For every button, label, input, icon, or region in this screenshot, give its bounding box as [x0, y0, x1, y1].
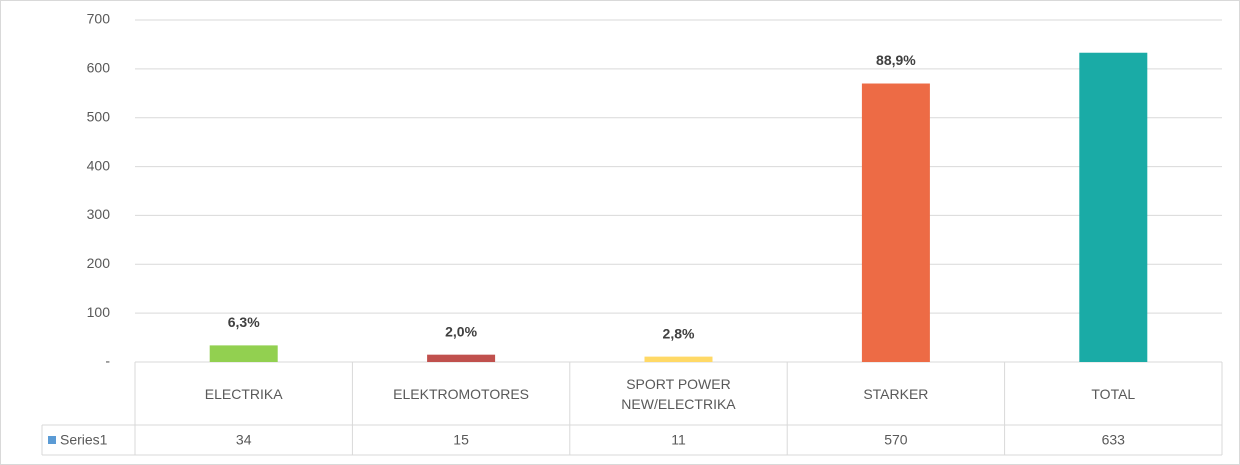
category-cell-box: TOTAL — [1005, 362, 1222, 425]
category-cell-box: ELECTRIKA — [135, 362, 352, 425]
bar-annotation: 2,0% — [445, 323, 477, 339]
bar — [1079, 52, 1148, 363]
category-cell-box: ELEKTROMOTORES — [352, 362, 569, 425]
bar-annotation: 88,9% — [876, 52, 916, 68]
x-tick-label: ELECTRIKA — [204, 385, 283, 402]
table-value: 34 — [236, 432, 252, 448]
bar — [861, 83, 930, 362]
y-tick-label: 200 — [87, 255, 111, 271]
table-value: 11 — [671, 432, 686, 448]
x-tick-label: ELEKTROMOTORES — [393, 385, 530, 402]
table-value: 15 — [453, 432, 469, 448]
legend-swatch — [48, 436, 56, 444]
category-cell: ELEKTROMOTORES — [352, 362, 569, 425]
y-tick-label: 400 — [87, 157, 111, 173]
category-cell-box: SPORT POWER NEW/ELECTRIKA — [570, 362, 787, 425]
bar-annotation: 6,3% — [228, 314, 260, 330]
x-tick-label: STARKER — [863, 385, 929, 402]
bar-annotation: 2,8% — [663, 325, 695, 341]
bar — [209, 345, 278, 362]
y-tick-label: 600 — [87, 60, 111, 76]
category-cell: ELECTRIKA — [135, 362, 352, 425]
y-tick-label: 100 — [87, 304, 111, 320]
bar — [644, 356, 713, 362]
y-tick-label: - — [105, 353, 110, 369]
bar — [427, 354, 496, 362]
y-tick-label: 500 — [87, 108, 111, 124]
category-cell: SPORT POWER NEW/ELECTRIKA — [570, 362, 787, 425]
table-value: 633 — [1102, 432, 1126, 448]
category-cell-box: STARKER — [787, 362, 1004, 425]
y-tick-label: 300 — [87, 206, 111, 222]
x-tick-label: TOTAL — [1091, 385, 1136, 402]
table-value: 570 — [884, 432, 908, 448]
category-cell: STARKER — [787, 362, 1004, 425]
legend-label: Series1 — [60, 432, 108, 448]
x-tick-label: SPORT POWER NEW/ELECTRIKA — [621, 375, 736, 412]
y-tick-label: 700 — [87, 11, 111, 27]
category-cell: TOTAL — [1005, 362, 1222, 425]
